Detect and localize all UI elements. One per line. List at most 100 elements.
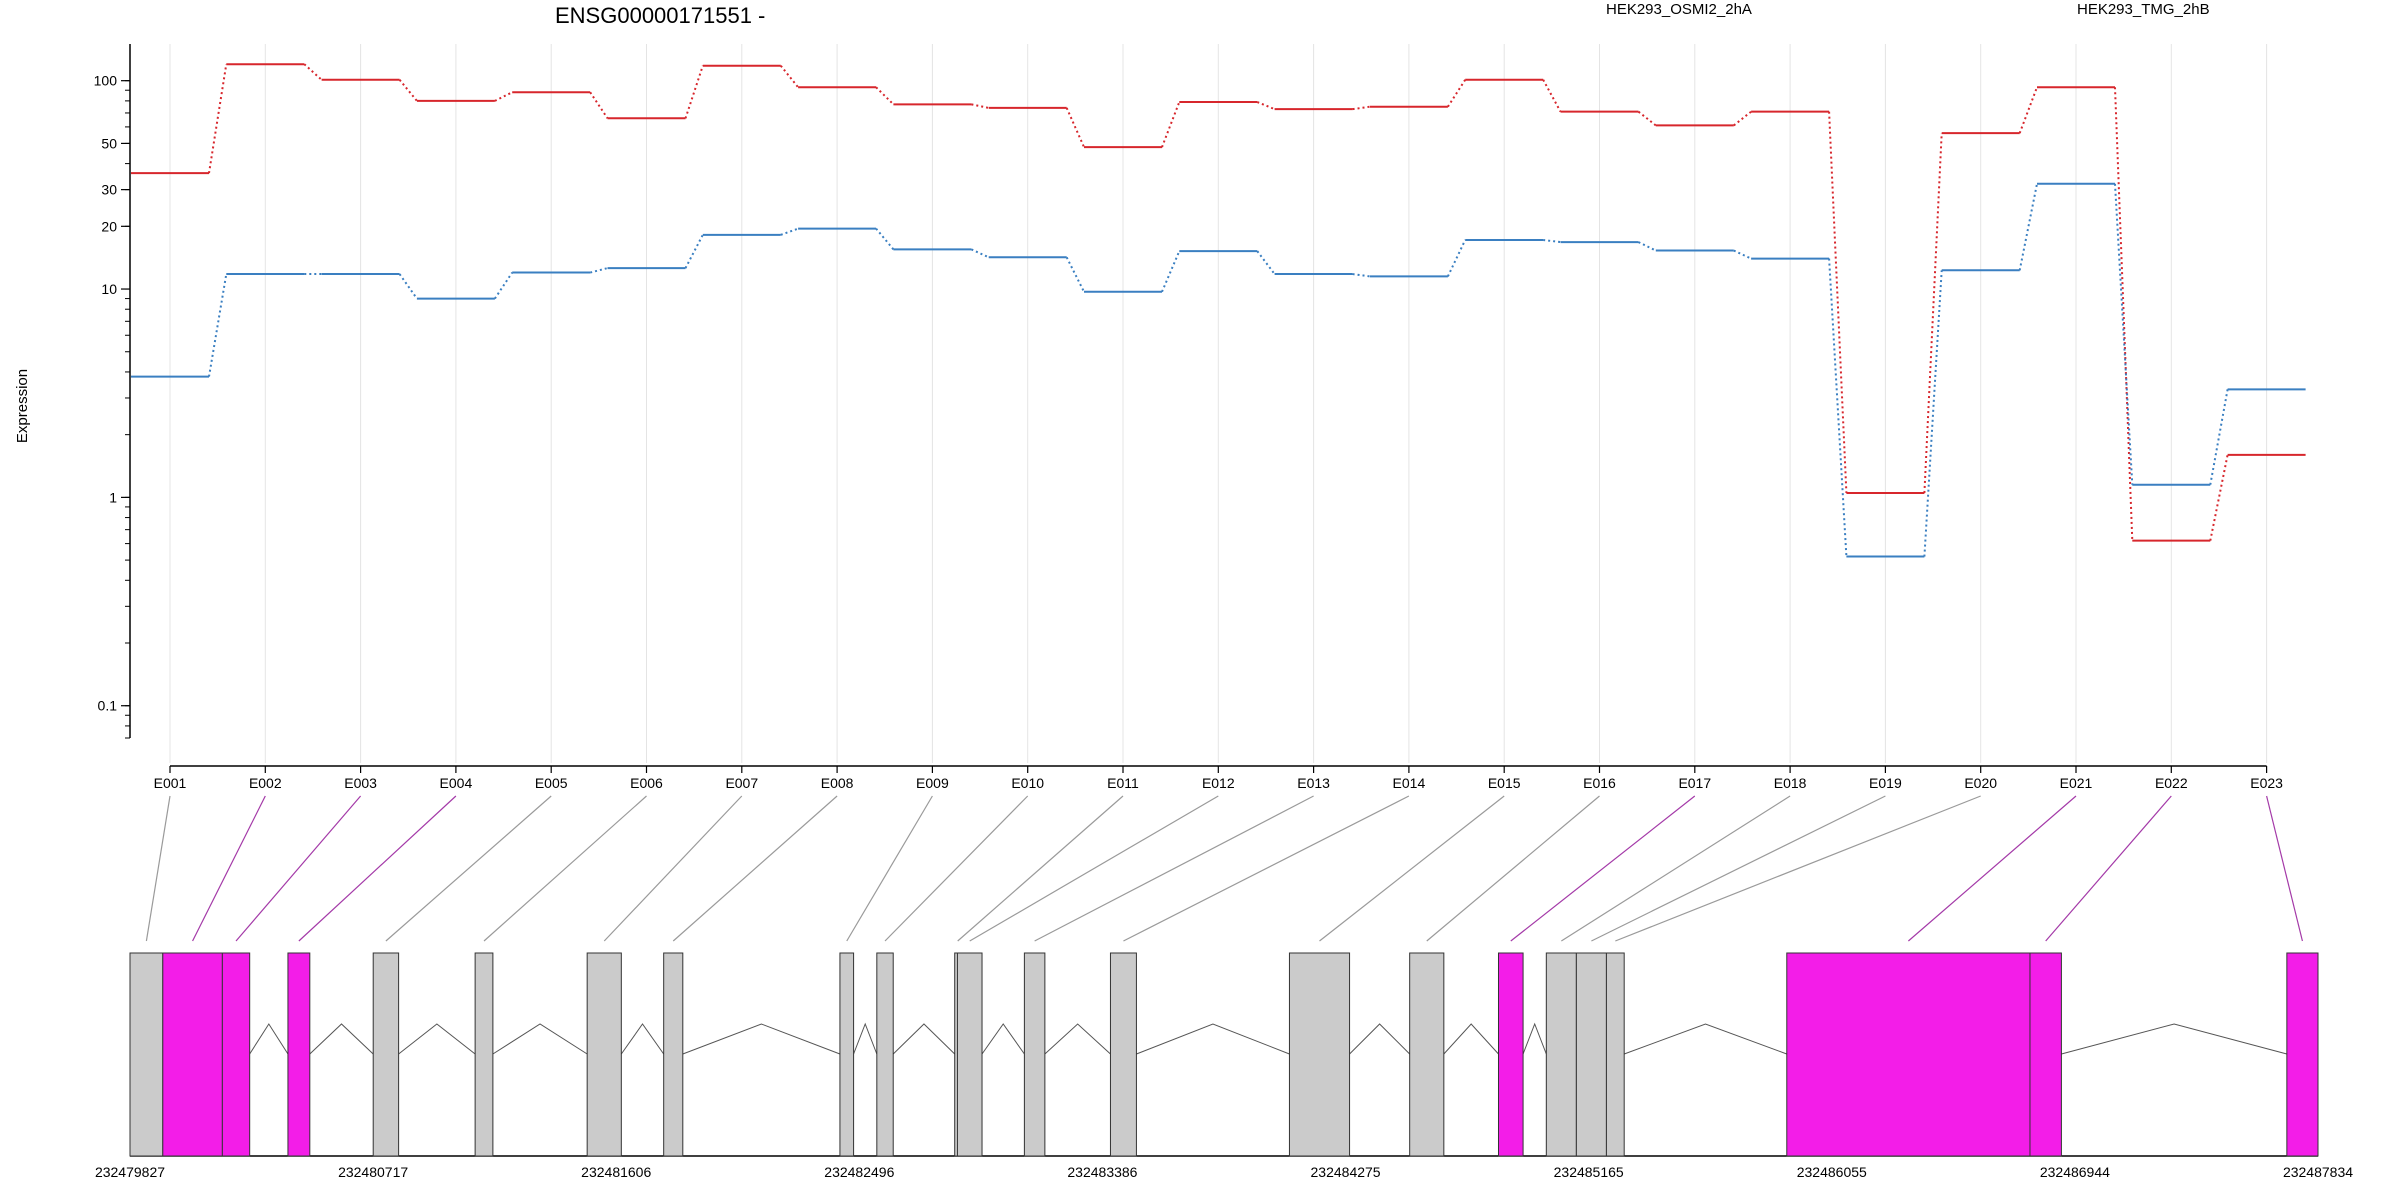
x-tick-label: E009 [916,775,949,791]
series-1-connector [2018,86,2038,134]
y-tick-label: 1 [109,489,117,505]
series-1-connector [875,86,895,106]
x-tick-label: E020 [1964,775,1997,791]
exon-connector-E003 [235,795,362,942]
intron-line [620,1023,665,1055]
exon-connector-E018 [1561,795,1791,942]
y-tick-label: 50 [101,135,117,151]
series-2-connector [875,227,895,251]
exon-connector-lines [145,795,2304,942]
exon-connector-E010 [884,795,1029,942]
x-tick-label: E007 [725,775,758,791]
series-2-connector [684,234,704,269]
series-1-connector [1256,101,1275,111]
genomic-coordinate-label: 232481606 [581,1164,651,1180]
exon-E016 [1409,952,1445,1157]
exon-connector-E017 [1510,795,1696,942]
vertical-gridlines [169,44,2268,763]
exon-connector-E009 [846,795,933,942]
x-tick-label: E002 [249,775,282,791]
exon-connector-E013 [1034,795,1314,942]
y-tick-label: 20 [101,218,117,234]
series-1-connector [780,65,799,88]
series-2-connector [970,248,990,259]
intron-line [2061,1023,2287,1055]
series-2-connector [1923,270,1943,557]
exon-E006 [474,952,494,1157]
series-2-connector [2114,183,2134,485]
exon-E013 [1023,952,1046,1157]
exon-E004 [287,952,311,1157]
exon-E021 [1786,952,2031,1157]
genomic-coordinate-label: 232485165 [1554,1164,1624,1180]
axes: 0.1 1 10 20 30 50 100 E001 E002 E003 E004 E005 E006 E… [94,44,2283,791]
y-tick-label: 100 [94,73,118,89]
exon-connector-E020 [1615,795,1981,942]
x-tick-label: E015 [1488,775,1521,791]
x-tick-label: E001 [154,775,187,791]
series-2-connector [1161,250,1181,293]
exon-E018 [1545,952,1577,1157]
series-2-connector [1733,249,1752,260]
intron-line [249,1023,289,1055]
chart-title: ENSG00000171551 - [555,3,765,28]
genomic-coordinate-label: 232482496 [824,1164,894,1180]
x-tick-label: E016 [1583,775,1616,791]
legend-entry-series-1: HEK293_OSMI2_2hA [1606,1,1752,18]
genomic-coordinate-label: 232483386 [1067,1164,1137,1180]
exon-connector-E016 [1426,795,1600,942]
exon-E002 [162,952,223,1157]
genomic-coordinate-label: 232480717 [338,1164,408,1180]
x-tick-label: E018 [1774,775,1807,791]
exon-E022 [2029,952,2062,1157]
intron-line [398,1023,476,1055]
series-2 [131,182,2306,558]
x-tick-label: E014 [1393,775,1426,791]
exon-E012 [956,952,983,1157]
exon-connector-E012 [969,795,1219,942]
exon-connector-E006 [483,795,647,942]
exon-E023 [2286,952,2319,1157]
x-tick-label: E011 [1107,775,1139,791]
series-2-connector [780,227,799,236]
x-tick-label: E008 [821,775,854,791]
exon-connector-E019 [1591,795,1886,942]
intron-line [682,1023,841,1055]
exon-connector-E011 [957,795,1124,942]
series-1-connector [589,91,609,119]
intron-line [1349,1023,1411,1055]
x-tick-label: E010 [1011,775,1044,791]
series-2-connector [1065,256,1085,293]
x-tick-label: E019 [1869,775,1902,791]
exon-E001 [129,952,164,1157]
exon-E017 [1497,952,1524,1157]
y-tick-label: 30 [101,182,117,198]
x-tick-label: E023 [2250,775,2283,791]
intron-line [1624,1023,1787,1055]
series-1-connector [1447,79,1467,108]
intron-line [1443,1023,1499,1055]
exon-E009 [839,952,855,1157]
x-tick-label: E012 [1202,775,1235,791]
genomic-coordinate-label: 232487834 [2283,1164,2353,1180]
series-2-connector [1352,273,1371,278]
exon-E014 [1109,952,1137,1157]
exon-connector-E004 [298,795,457,942]
exon-E007 [586,952,622,1157]
series-1-connector [1065,107,1085,148]
series-1-connector [971,103,989,109]
gene-model: 232479827 232480717 232481606 232482496 2324… [95,952,2353,1180]
x-tick-label: E005 [535,775,568,791]
series-1 [131,63,2306,542]
y-tick-label: 10 [101,281,117,297]
genomic-coordinate-label: 232486944 [2040,1164,2110,1180]
series-2-connector [2018,183,2038,271]
exon-connector-E008 [672,795,838,942]
series-1-connector [1352,105,1371,111]
series-1-connector [303,63,323,81]
exon-connector-E021 [1907,795,2077,942]
series-2-connector [398,273,418,300]
intron-line [309,1023,374,1055]
exon-connector-E002 [192,795,266,942]
x-tick-label: E004 [440,775,473,791]
